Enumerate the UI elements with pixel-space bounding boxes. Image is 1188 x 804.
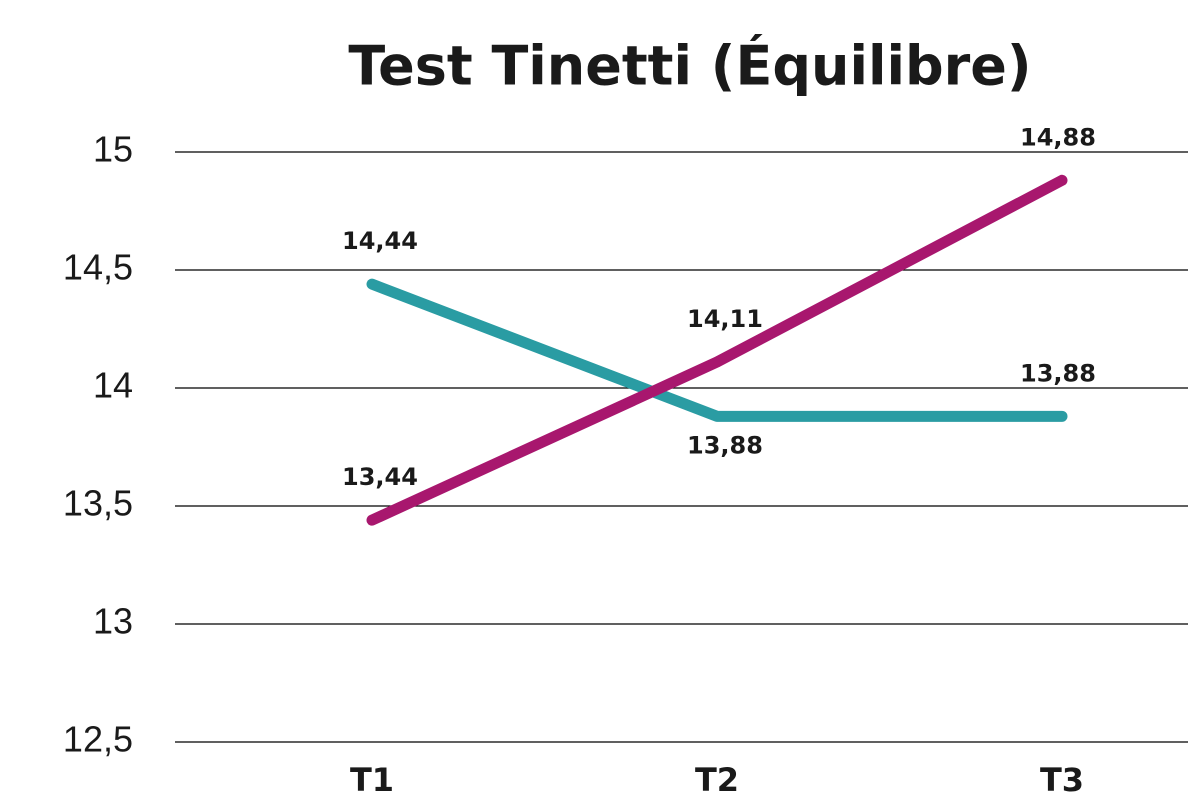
data-label: 14,88 <box>1020 123 1096 151</box>
chart-title: Test Tinetti (Équilibre) <box>348 35 1031 98</box>
data-label: 14,44 <box>342 227 418 255</box>
y-tick-label: 14 <box>93 365 133 406</box>
y-tick-label: 14,5 <box>63 247 133 288</box>
y-tick-label: 15 <box>93 129 133 170</box>
series-line <box>366 174 1068 526</box>
data-label: 13,88 <box>1020 359 1096 387</box>
series-line <box>366 278 1068 422</box>
x-tick-label: T3 <box>1040 761 1084 799</box>
y-tick-label: 13,5 <box>63 483 133 524</box>
x-tick-label: T2 <box>695 761 739 799</box>
y-tick-label: 13 <box>93 601 133 642</box>
data-label: 13,88 <box>687 431 763 459</box>
data-label: 13,44 <box>342 463 418 491</box>
x-tick-label: T1 <box>350 761 394 799</box>
data-label: 14,11 <box>687 305 763 333</box>
y-tick-label: 12,5 <box>63 719 133 760</box>
